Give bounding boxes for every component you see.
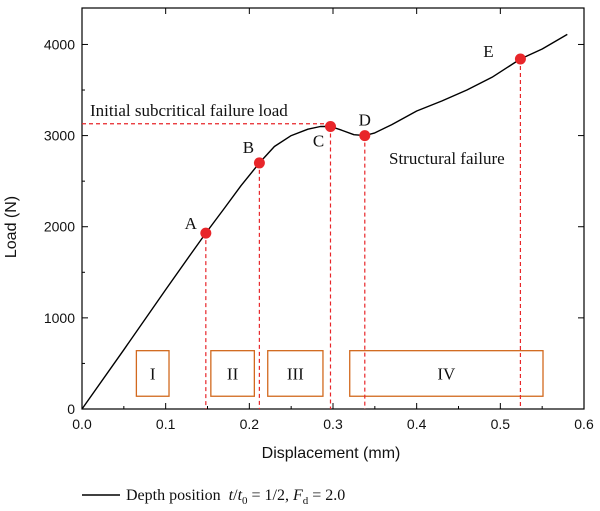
x-tick-label: 0.4 [407, 416, 427, 432]
x-tick-label: 0.0 [72, 416, 92, 432]
legend-slash: / [233, 487, 238, 504]
point-label-b: B [243, 138, 254, 157]
y-tick-label: 1000 [44, 310, 75, 326]
legend-subscript-d: d [303, 495, 309, 507]
y-tick-label: 3000 [44, 128, 75, 144]
point-label-d: D [359, 111, 371, 130]
y-tick-label: 2000 [44, 219, 75, 235]
legend: Depth position t/t0 = 1/2, Fd = 2.0 [82, 487, 345, 507]
annotation-initial-subcritical: Initial subcritical failure load [90, 101, 288, 120]
region-box-iii [267, 350, 324, 397]
y-tick-label: 0 [67, 401, 75, 417]
x-tick-label: 0.1 [156, 416, 176, 432]
region-box-ii [210, 350, 256, 397]
region-box-iv [349, 350, 544, 397]
y-axis-title: Load (N) [3, 196, 20, 258]
x-tick-label: 0.5 [491, 416, 511, 432]
data-point-e [514, 53, 526, 65]
x-axis-title: Displacement (mm) [262, 445, 401, 462]
data-point-b [253, 157, 265, 169]
legend-F: F [292, 487, 303, 504]
region-label-ii: II [227, 364, 239, 383]
annotation-structural-failure: Structural failure [389, 149, 505, 168]
y-tick-label: 4000 [44, 36, 75, 52]
legend-t: t [229, 487, 234, 504]
point-label-e: E [483, 42, 493, 61]
x-tick-label: 0.3 [323, 416, 343, 432]
legend-eq-half: = 1/2, [248, 487, 293, 504]
region-box-i [135, 350, 170, 397]
legend-subscript-0: 0 [242, 495, 248, 507]
data-point-d [359, 130, 371, 142]
x-tick-label: 0.6 [574, 416, 594, 432]
legend-series-name: Depth position [126, 487, 221, 504]
region-label-iv: IV [437, 364, 456, 383]
legend-t0: t [238, 487, 243, 504]
plot-frame [81, 7, 585, 410]
point-label-c: C [313, 131, 324, 150]
point-label-a: A [185, 214, 198, 233]
region-label-i: I [150, 364, 156, 383]
x-tick-label: 0.2 [240, 416, 260, 432]
data-point-c [324, 120, 336, 132]
series-line [81, 33, 568, 410]
data-point-a [200, 227, 212, 239]
legend-eq-value: = 2.0 [308, 487, 345, 504]
region-label-iii: III [287, 364, 304, 383]
legend-entry: Depth position t/t0 = 1/2, Fd = 2.0 [126, 487, 345, 507]
